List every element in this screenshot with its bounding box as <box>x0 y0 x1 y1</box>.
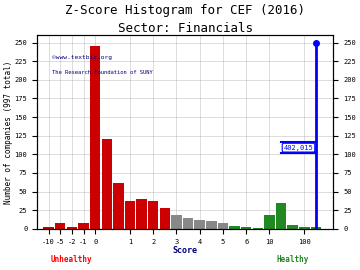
Bar <box>55 223 66 229</box>
Bar <box>299 227 310 229</box>
Bar <box>125 201 135 229</box>
Bar <box>90 46 100 229</box>
Bar <box>67 227 77 229</box>
Bar <box>171 215 182 229</box>
Bar <box>264 215 275 229</box>
Bar <box>113 183 123 229</box>
Bar <box>183 218 193 229</box>
Bar <box>44 227 54 229</box>
Bar <box>78 223 89 229</box>
Bar <box>229 226 240 229</box>
Y-axis label: Number of companies (997 total): Number of companies (997 total) <box>4 60 13 204</box>
X-axis label: Score: Score <box>173 246 198 255</box>
Text: The Research Foundation of SUNY: The Research Foundation of SUNY <box>52 70 153 75</box>
Text: Healthy: Healthy <box>276 255 309 264</box>
Bar <box>194 220 205 229</box>
Text: 402,015: 402,015 <box>284 145 313 151</box>
Bar <box>253 228 263 229</box>
Bar <box>136 199 147 229</box>
Text: Unhealthy: Unhealthy <box>51 255 93 264</box>
Bar <box>287 225 298 229</box>
Bar <box>241 227 251 229</box>
Bar <box>159 208 170 229</box>
Bar <box>218 223 228 229</box>
Bar <box>276 203 286 229</box>
Bar <box>148 201 158 229</box>
Bar <box>311 227 321 229</box>
Bar <box>206 221 217 229</box>
Bar <box>102 140 112 229</box>
Text: ©www.textbiz.org: ©www.textbiz.org <box>52 55 112 59</box>
Title: Z-Score Histogram for CEF (2016)
Sector: Financials: Z-Score Histogram for CEF (2016) Sector:… <box>65 4 305 35</box>
